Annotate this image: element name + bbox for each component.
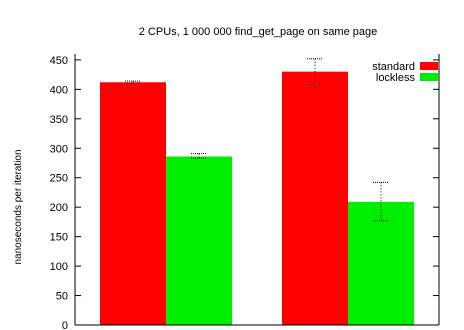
chart-title: 2 CPUs, 1 000 000 find_get_page on same … (139, 26, 378, 38)
legend-swatch-standard (420, 62, 438, 70)
bar-standard-2 (282, 71, 348, 325)
y-tick-label-100: 100 (50, 261, 68, 273)
legend-label-standard: standard (372, 61, 415, 73)
y-axis-label: nanoseconds per iteration (13, 149, 24, 264)
legend-swatch-lockless (420, 73, 438, 81)
y-tick-label-50: 50 (56, 291, 68, 303)
y-tick-label-200: 200 (50, 202, 68, 214)
legend-label-lockless: lockless (376, 72, 416, 84)
y-tick-label-350: 350 (50, 114, 68, 126)
y-tick-label-300: 300 (50, 143, 68, 155)
plot-area: 0 50 100 150 200 250 300 350 400 450 standardlockl… (50, 54, 440, 330)
y-tick-label-400: 400 (50, 84, 68, 96)
bar-standard-1 (100, 82, 166, 325)
y-tick-label-250: 250 (50, 173, 68, 185)
y-tick-label-0: 0 (62, 320, 68, 330)
bar-lockless-1 (166, 156, 232, 325)
y-tick-label-150: 150 (50, 232, 68, 244)
bar-lockless-2 (348, 201, 414, 325)
y-tick-label-450: 450 (50, 55, 68, 67)
